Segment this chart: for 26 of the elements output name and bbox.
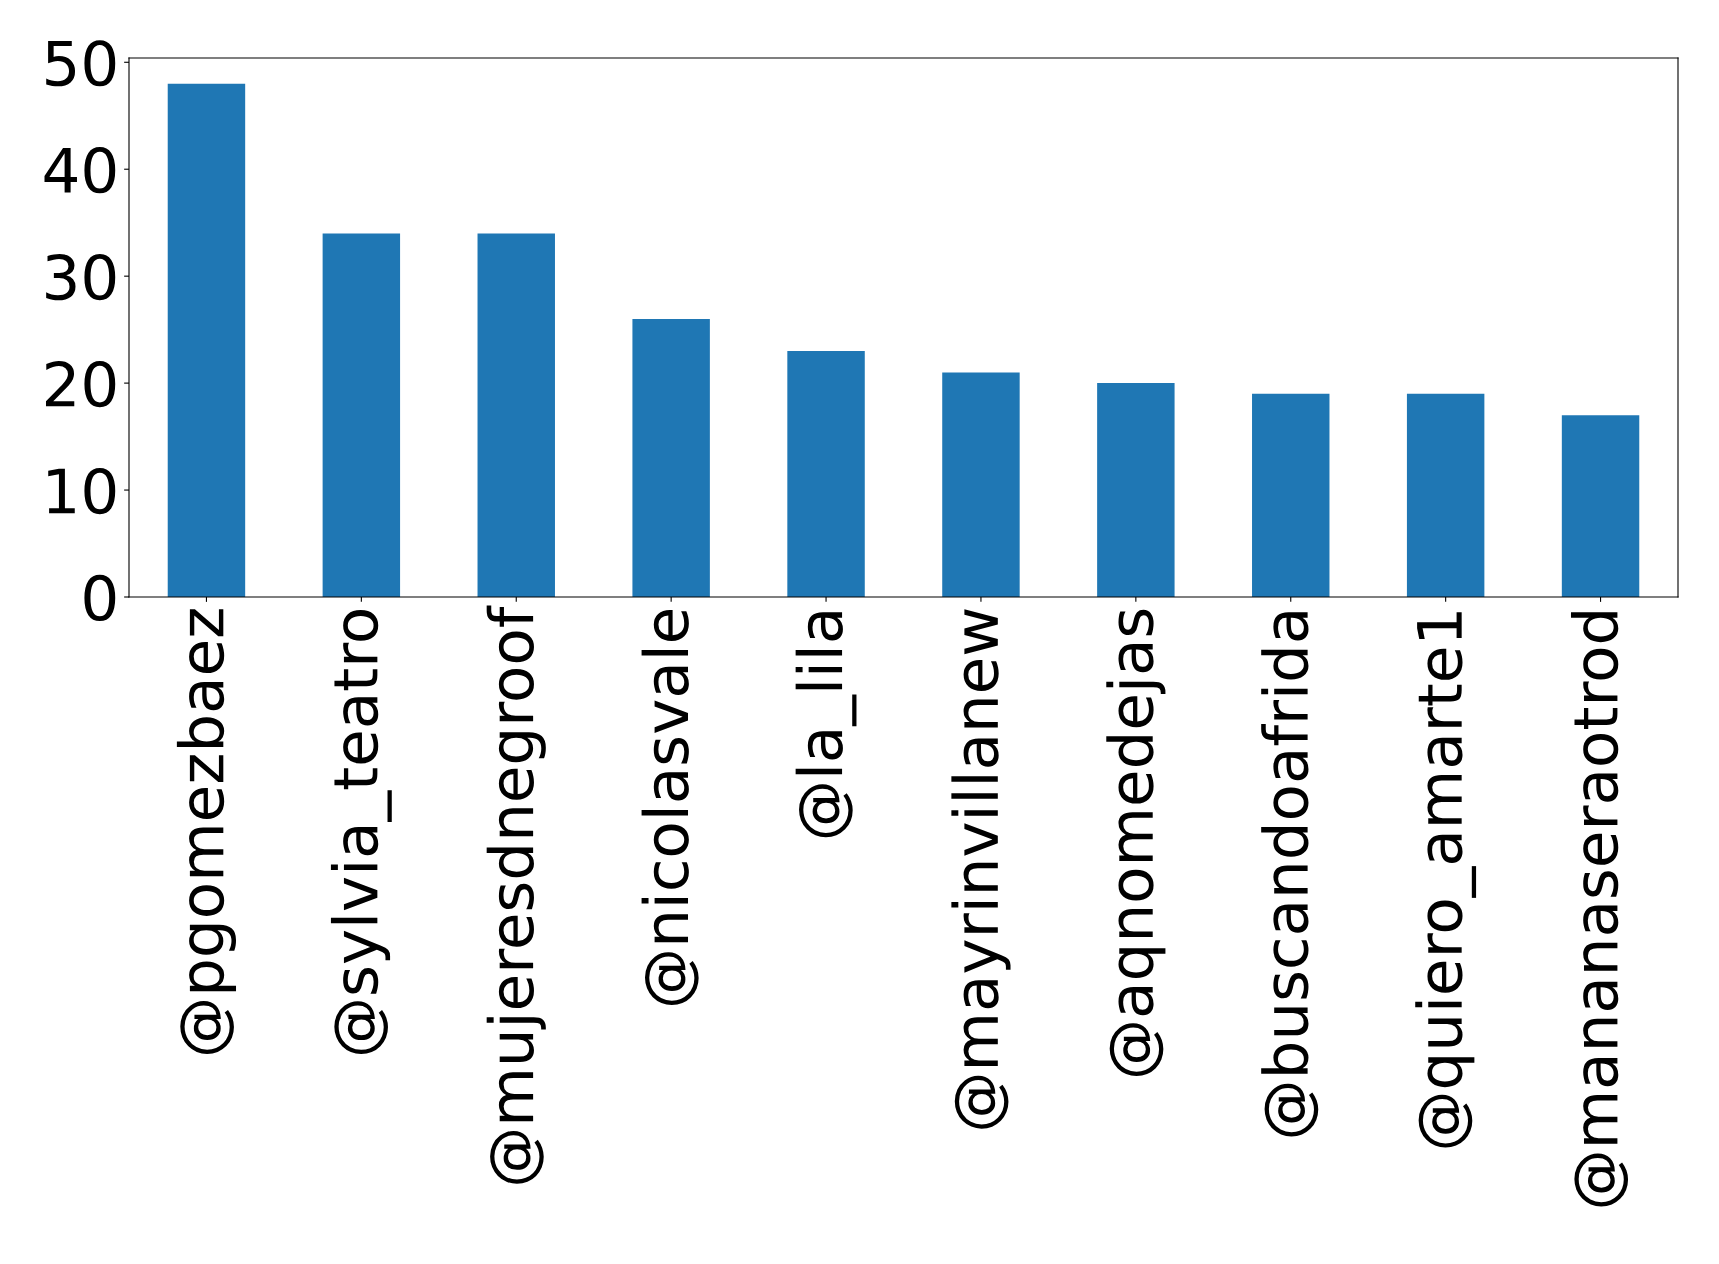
bar (632, 318, 710, 597)
bar (942, 372, 1020, 597)
x-tick-label: @mayrinvillanew (951, 609, 1011, 1129)
bar (477, 233, 555, 597)
x-tick-label: @aqnomedejas (1106, 609, 1166, 1076)
x-tick-label: @la_lila (795, 612, 857, 838)
x-tick-label: @mananaseraotrod (1570, 612, 1629, 1207)
bar (167, 83, 246, 597)
x-tick-label: @sylvia_teatro (330, 610, 392, 1055)
y-tick-label: 30 (46, 254, 116, 301)
y-tick-label: 40 (44, 147, 116, 194)
y-tick-label: 10 (48, 467, 116, 515)
y-tick-label: 20 (45, 360, 116, 408)
x-tick-label: @pgomezbaez (176, 609, 237, 1054)
bar (1406, 393, 1485, 597)
bar (1097, 383, 1175, 597)
bar (1561, 415, 1640, 597)
x-tick-label: @mujeresdnegroof (486, 605, 546, 1184)
y-tick-label: 50 (46, 40, 116, 87)
bar (787, 351, 865, 597)
x-tick-label: @buscandoafrida (1261, 612, 1319, 1137)
x-tick-label: @nicolasvale (641, 609, 699, 1005)
bar (1252, 393, 1330, 597)
y-tick-label: 0 (84, 574, 116, 622)
bar (322, 233, 401, 597)
x-tick-label: @quiero_amarte1 (1415, 612, 1477, 1148)
